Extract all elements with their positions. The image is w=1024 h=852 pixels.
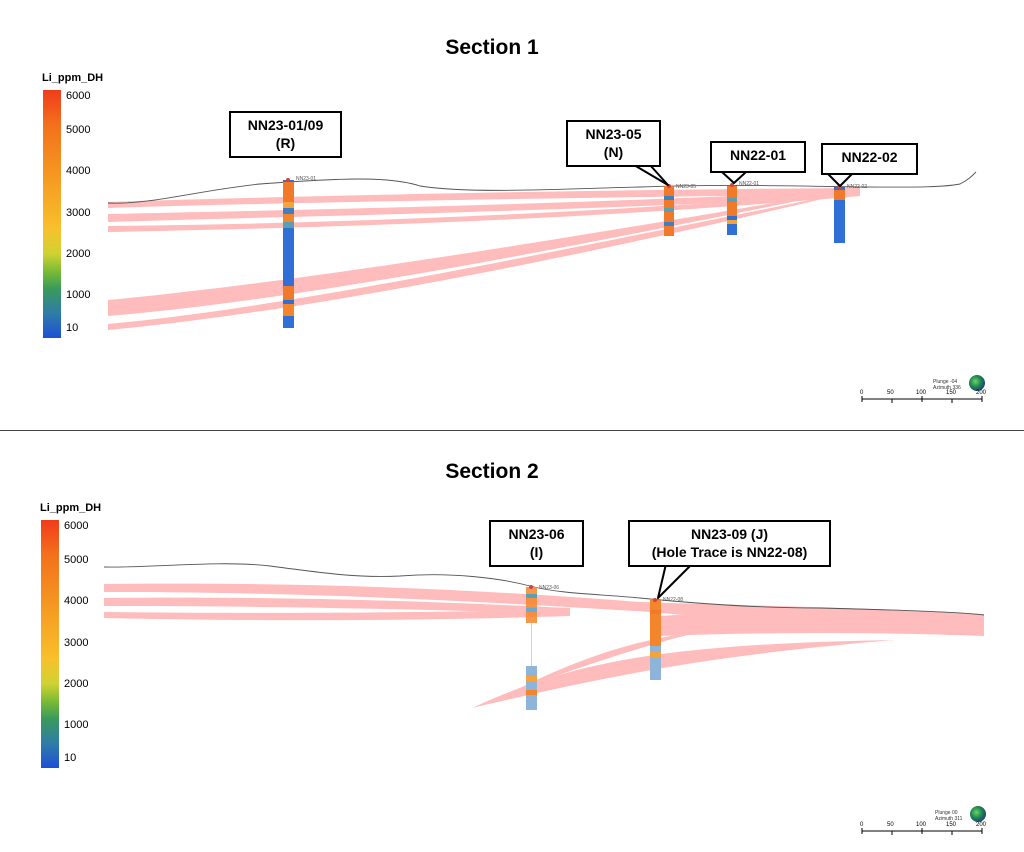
drillhole-nn23-06: NN23-06 [526, 585, 559, 710]
hole-label: NN23-06 [539, 585, 559, 591]
section-2-panel: Section 2 Li_ppm_DH 6000 5000 4000 3000 … [0, 432, 1024, 852]
hole-label: NN23-01 [296, 176, 316, 182]
callout-nn22-02: NN22-02 [821, 143, 918, 175]
hole-label: NN23-05 [676, 184, 696, 190]
hole-label: NN22-01 [739, 181, 759, 187]
scale-label: 50 [887, 822, 894, 828]
topography-line-1 [107, 171, 977, 204]
section-1-title: Section 1 [445, 36, 539, 59]
legend-1-tick: 5000 [66, 124, 91, 136]
callout-pointer [657, 563, 693, 599]
globe-icon [970, 806, 986, 822]
legend-2-tick: 3000 [64, 637, 89, 649]
legend-1-tick: 4000 [66, 165, 91, 177]
callout-label: NN22-01 [729, 147, 787, 163]
legend-1-tick: 2000 [66, 248, 91, 260]
scale-bar-2 [861, 828, 983, 835]
callout-nn23-01-09: NN23-01/09 (R) [229, 111, 342, 158]
drillhole-nn23-01: NN23-01 [283, 176, 316, 328]
hole-label: NN22-02 [847, 184, 867, 190]
legend-2-color-bar [41, 520, 59, 768]
scale-label: 100 [916, 822, 927, 828]
legend-2-title: Li_ppm_DH [40, 502, 102, 514]
dike-bodies-1 [108, 188, 860, 330]
scale-label: 150 [946, 822, 957, 828]
callout-nn23-06: NN23-06 (I) [489, 520, 584, 567]
section-divider [0, 430, 1024, 431]
plunge-text: Plunge -04 [933, 379, 958, 385]
scale-label: 100 [916, 390, 927, 396]
callout-pointer [621, 164, 669, 186]
scale-label: 200 [976, 822, 987, 828]
callout-sublabel: (I) [529, 544, 544, 560]
callout-label: NN23-05 [585, 126, 642, 142]
callout-nn22-01: NN22-01 [710, 141, 806, 173]
drillhole-nn22-08: NN22-08 [650, 597, 683, 680]
section-1-diagram: NN23-01 NN23-05 NN22-01 NN22-02 [107, 164, 983, 403]
legend-2-tick: 6000 [64, 520, 89, 532]
callout-sublabel: (N) [603, 144, 624, 160]
scale-label: 200 [976, 390, 987, 396]
callout-nn23-05: NN23-05 (N) [566, 120, 661, 167]
section-2-diagram: NN23-06 NN22-08 [103, 563, 985, 835]
scale-label: 150 [946, 390, 957, 396]
callout-sublabel: (Hole Trace is NN22-08) [651, 544, 808, 560]
callout-sublabel: (R) [275, 135, 296, 151]
legend-2-tick: 5000 [64, 554, 89, 566]
legend-1-tick: 3000 [66, 207, 91, 219]
legend-1-tick: 10 [66, 322, 79, 334]
callout-label: NN23-06 [508, 526, 565, 542]
plunge-text: Plunge 00 [935, 810, 958, 816]
legend-2-tick: 10 [64, 752, 77, 764]
legend-1-tick: 1000 [66, 289, 91, 301]
callout-label: NN23-01/09 [247, 117, 324, 133]
scale-label: 50 [887, 390, 894, 396]
section-2-title: Section 2 [445, 460, 539, 483]
globe-icon [969, 375, 985, 391]
legend-1-color-bar [43, 90, 61, 338]
legend-2-tick: 2000 [64, 678, 89, 690]
scale-label: 0 [860, 390, 864, 396]
section-1-panel: Section 1 Li_ppm_DH 6000 5000 4000 3000 … [42, 36, 987, 403]
legend-2-tick: 4000 [64, 595, 89, 607]
callout-nn23-09: NN23-09 (J) (Hole Trace is NN22-08) [628, 520, 831, 567]
navigator-2-text: Plunge 00 Azimuth 311 [935, 810, 962, 822]
legend-1-title: Li_ppm_DH [42, 72, 104, 84]
legend-1-tick: 6000 [66, 90, 91, 102]
legend-2-tick: 1000 [64, 719, 89, 731]
scale-label: 0 [860, 822, 864, 828]
azimuth-text: Azimuth 336 [933, 385, 961, 391]
navigator-1-text: Plunge -04 Azimuth 336 [933, 379, 961, 391]
scale-bar-1 [861, 396, 983, 403]
azimuth-text: Azimuth 311 [935, 816, 963, 822]
hole-label: NN22-08 [663, 597, 683, 603]
callout-label: NN23-09 (J) [690, 526, 769, 542]
callout-label: NN22-02 [841, 149, 898, 165]
drillhole-nn22-01: NN22-01 [727, 181, 759, 235]
dike-bodies-2 [104, 583, 984, 708]
